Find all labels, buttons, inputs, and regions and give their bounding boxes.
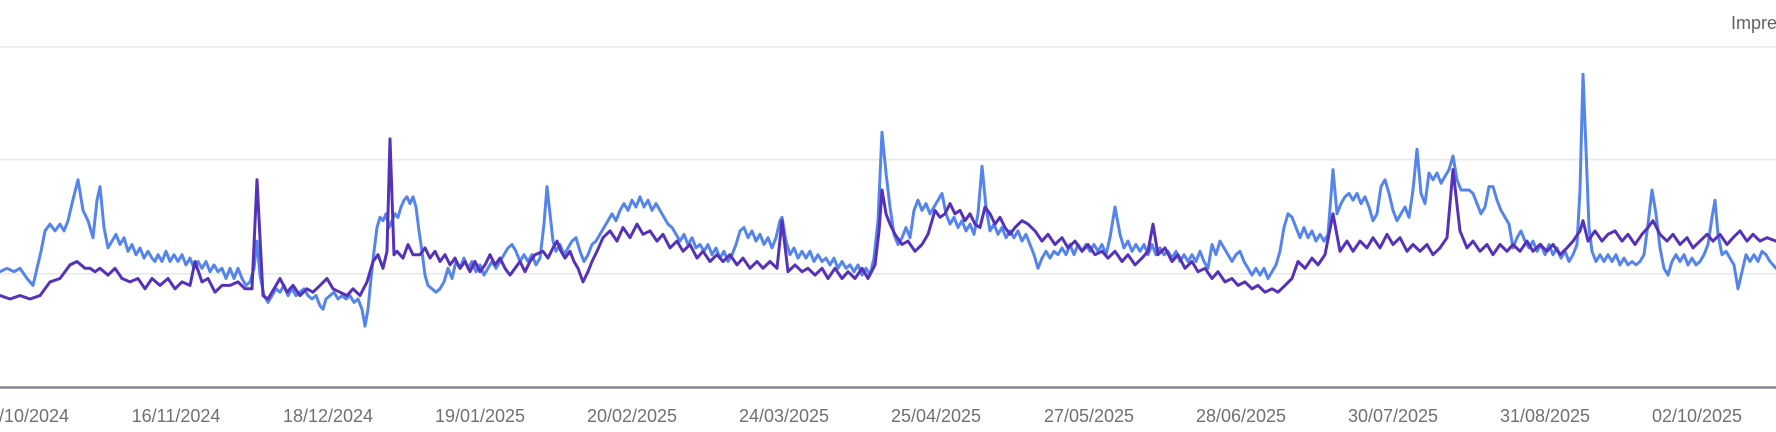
x-tick-label: 19/01/2025	[434, 406, 526, 426]
x-tick-label: 18/12/2024	[282, 406, 374, 426]
x-tick-label: 02/10/2025	[1651, 406, 1743, 426]
impressions-metric-label[interactable]: Impressions	[1731, 13, 1776, 33]
x-tick-label: 25/04/2025	[890, 406, 982, 426]
purple-series-line[interactable]	[0, 137, 1776, 301]
x-tick-label: 31/08/2025	[1499, 406, 1591, 426]
x-tick-label: 16/11/2024	[131, 406, 221, 426]
x-tick-label: /10/2024	[0, 406, 70, 426]
x-tick-label: 30/07/2025	[1347, 406, 1439, 426]
x-tick-label: 24/03/2025	[738, 406, 830, 426]
blue-series-line[interactable]	[0, 72, 1776, 328]
x-tick-label: 28/06/2025	[1195, 406, 1287, 426]
x-tick-label: 27/05/2025	[1043, 406, 1135, 426]
x-tick-label: 20/02/2025	[586, 406, 678, 426]
